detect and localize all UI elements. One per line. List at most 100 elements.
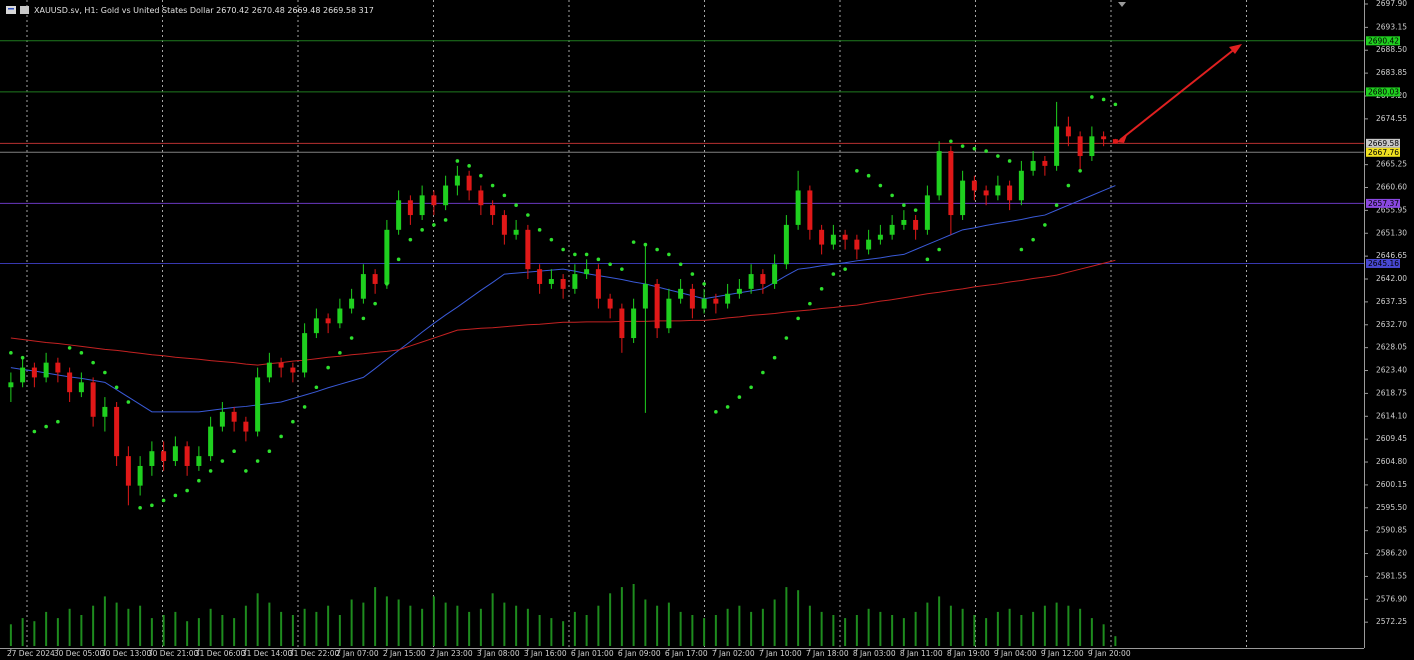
volume-bar bbox=[867, 608, 870, 646]
sar-dot bbox=[9, 351, 13, 355]
x-tick-label: 30 Dec 05:00 bbox=[54, 649, 105, 658]
candle-body bbox=[1054, 126, 1060, 166]
sar-dot bbox=[984, 149, 988, 153]
sar-dot bbox=[373, 301, 377, 306]
volume-bar bbox=[609, 593, 612, 646]
volume-bar bbox=[808, 605, 811, 646]
volume-bar bbox=[902, 618, 905, 646]
volume-bar bbox=[879, 611, 882, 646]
chart-title: XAUUSD.sv, H1: Gold vs United States Dol… bbox=[34, 6, 374, 15]
sar-dot bbox=[361, 316, 366, 321]
volume-bar bbox=[785, 587, 788, 646]
candle-body bbox=[137, 465, 143, 486]
x-tick-label: 8 Jan 03:00 bbox=[853, 649, 896, 658]
candle-body bbox=[384, 229, 390, 284]
candle-body bbox=[936, 151, 942, 196]
candle-body bbox=[560, 279, 566, 289]
volume-bar bbox=[456, 605, 459, 646]
sar-dot bbox=[878, 183, 883, 188]
candle-body bbox=[208, 426, 214, 457]
volume-bar bbox=[1032, 611, 1035, 646]
sar-dot bbox=[56, 419, 60, 424]
candle-body bbox=[619, 308, 625, 339]
candle-body bbox=[431, 195, 437, 206]
sar-dot bbox=[761, 370, 765, 375]
candle-body bbox=[960, 180, 966, 216]
sar-dot bbox=[420, 228, 424, 232]
y-tick-label: 2595.50 bbox=[1376, 503, 1407, 512]
volume-bar bbox=[562, 621, 565, 646]
candle-body bbox=[161, 451, 167, 462]
volume-bar bbox=[468, 611, 471, 646]
volume-bar bbox=[385, 596, 388, 646]
x-tick-label: 7 Jan 02:00 bbox=[712, 649, 755, 658]
sar-dot bbox=[678, 262, 683, 267]
candle-body bbox=[689, 288, 695, 309]
sar-dot bbox=[714, 410, 718, 414]
candle-body bbox=[654, 283, 660, 329]
volume-bar bbox=[597, 605, 600, 646]
candle-body bbox=[172, 446, 178, 462]
volume-bar bbox=[691, 615, 694, 646]
sar-dot bbox=[161, 498, 166, 503]
sar-dot bbox=[103, 370, 107, 375]
candle-body bbox=[337, 308, 343, 324]
volume-bar bbox=[891, 615, 894, 646]
sar-dot bbox=[126, 400, 131, 404]
candle-body bbox=[1042, 160, 1048, 166]
volume-bar bbox=[409, 605, 412, 646]
volume-bar bbox=[515, 605, 518, 646]
volume-bar bbox=[221, 615, 224, 646]
sar-dot bbox=[232, 449, 236, 454]
candle-body bbox=[102, 406, 108, 417]
volume-bar bbox=[479, 608, 482, 646]
candle-body bbox=[454, 175, 460, 186]
candle-body bbox=[1089, 136, 1095, 157]
y-tick-label: 2683.85 bbox=[1376, 68, 1407, 77]
candle-body bbox=[255, 377, 261, 432]
candle-body bbox=[407, 200, 413, 216]
volume-bar bbox=[503, 602, 506, 646]
y-tick-label: 2576.90 bbox=[1376, 594, 1407, 603]
y-tick-label: 2665.25 bbox=[1376, 160, 1407, 169]
candle-body bbox=[349, 298, 355, 309]
sar-dot bbox=[690, 272, 695, 276]
volume-bar bbox=[914, 611, 917, 646]
y-tick-label: 2590.85 bbox=[1376, 526, 1407, 535]
candle-body bbox=[513, 229, 519, 235]
sar-dot bbox=[1101, 97, 1106, 102]
sar-dot bbox=[960, 144, 965, 148]
x-tick-label: 31 Dec 22:00 bbox=[289, 649, 340, 658]
candle-body bbox=[678, 288, 684, 299]
candle-body bbox=[572, 274, 578, 289]
x-tick-label: 3 Jan 08:00 bbox=[477, 649, 520, 658]
y-tick-label: 2614.10 bbox=[1376, 411, 1407, 420]
volume-bar bbox=[444, 602, 447, 646]
shift-marker bbox=[1118, 2, 1126, 7]
sar-dot bbox=[432, 223, 436, 227]
sar-dot bbox=[396, 257, 401, 262]
sar-dot bbox=[655, 247, 659, 252]
x-tick-label: 3 Jan 16:00 bbox=[524, 649, 567, 658]
volume-bar bbox=[820, 611, 823, 646]
x-tick-label: 6 Jan 17:00 bbox=[665, 649, 708, 658]
sar-dot bbox=[255, 459, 260, 463]
candle-body bbox=[219, 411, 225, 427]
x-tick-label: 27 Dec 2024 bbox=[7, 649, 55, 658]
x-tick-label: 6 Jan 01:00 bbox=[571, 649, 614, 658]
sar-dot bbox=[443, 218, 448, 222]
y-tick-label: 2586.20 bbox=[1376, 549, 1407, 558]
volume-bar bbox=[714, 615, 717, 646]
sar-dot bbox=[185, 488, 189, 493]
x-tick-label: 6 Jan 09:00 bbox=[618, 649, 661, 658]
sar-dot bbox=[208, 469, 213, 473]
sar-dot bbox=[913, 208, 918, 212]
volume-bar bbox=[350, 599, 353, 646]
candle-body bbox=[995, 185, 1001, 196]
candle-body bbox=[43, 362, 49, 378]
parabolic-sar bbox=[9, 95, 1118, 510]
sar-dot bbox=[32, 429, 37, 434]
sar-dot bbox=[749, 385, 753, 390]
volume-bar bbox=[174, 611, 177, 646]
